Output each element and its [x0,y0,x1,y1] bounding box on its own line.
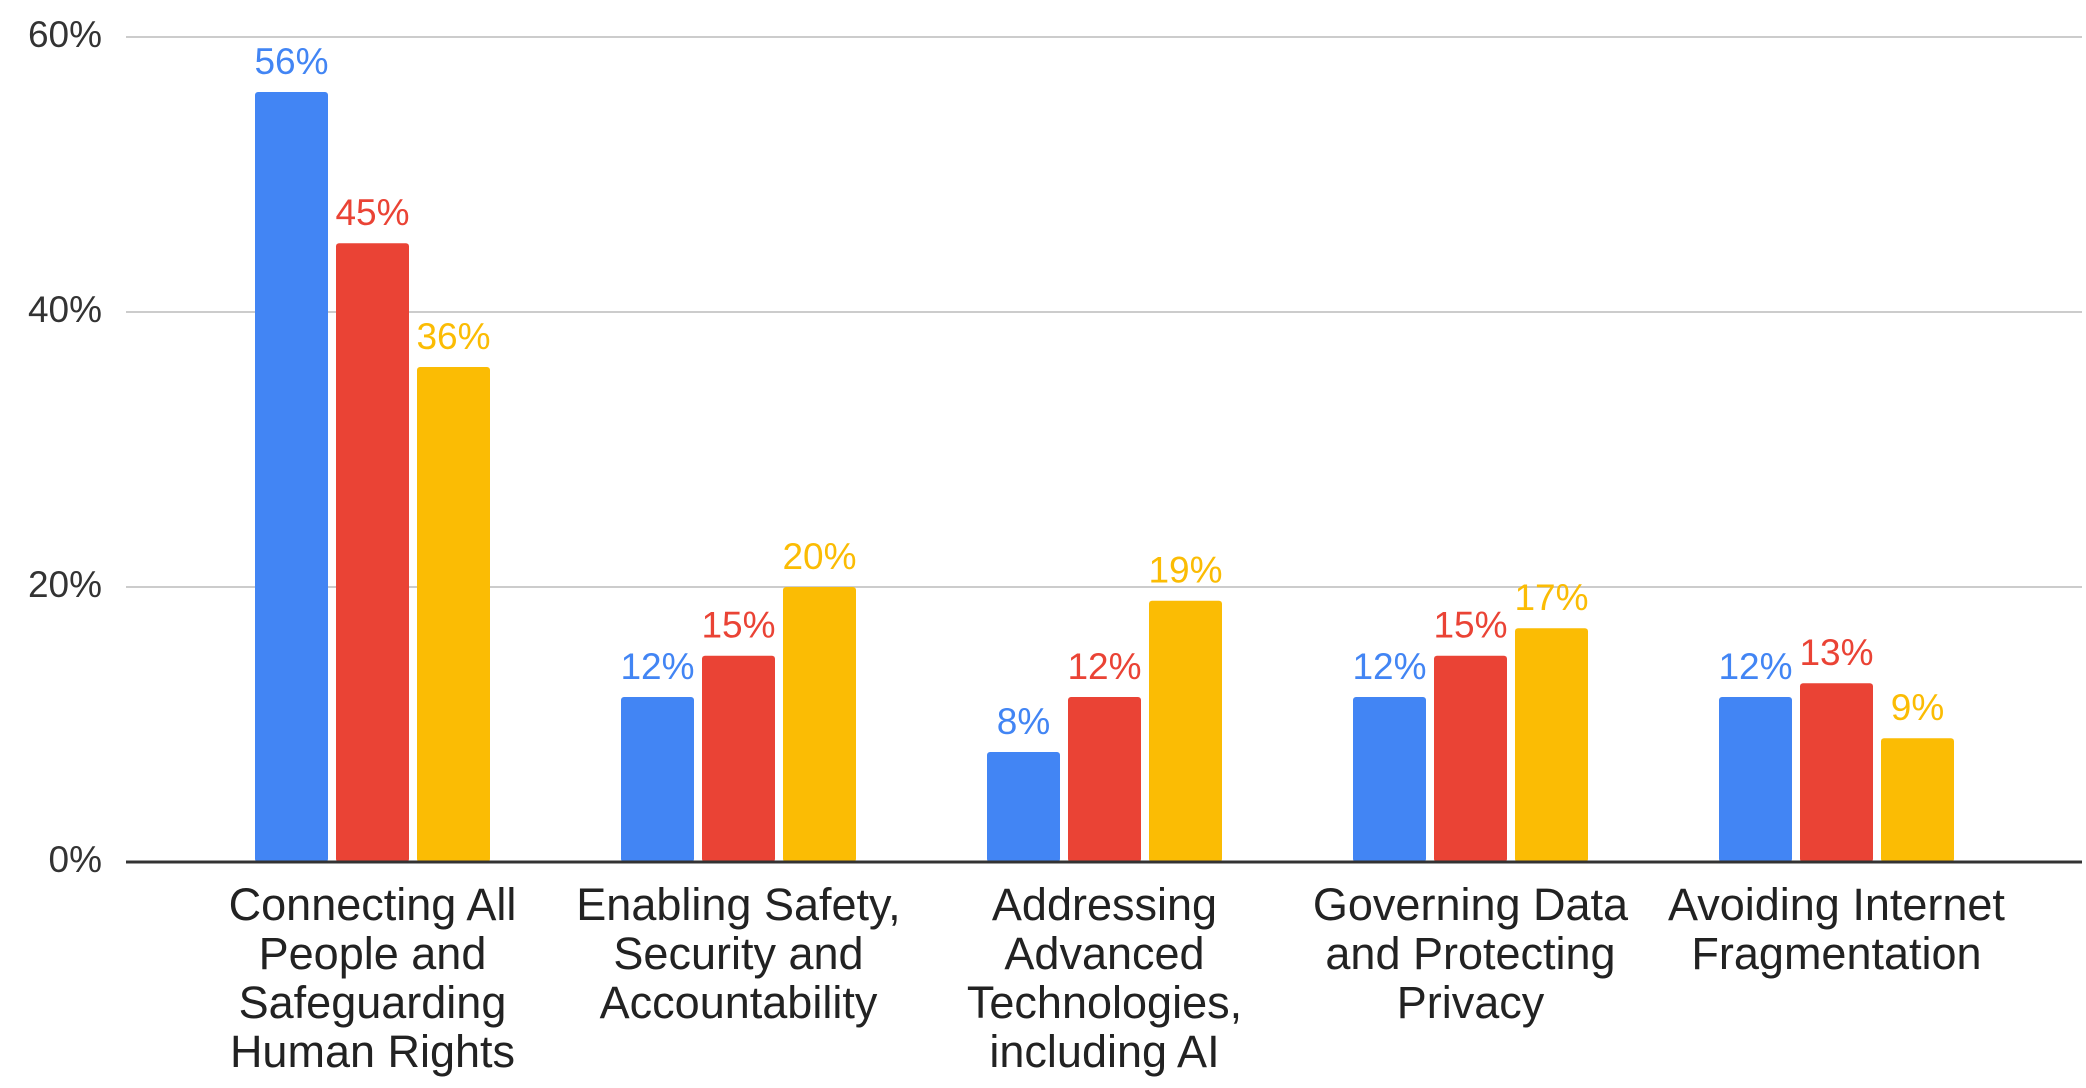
data-label: 15% [701,605,775,646]
data-label: 12% [1352,646,1426,687]
x-tick-label: Connecting All People and Safeguarding H… [228,880,517,1077]
bar [1353,697,1426,862]
data-label: 20% [782,536,856,577]
bar [336,243,409,862]
x-tick-label-box: Connecting All People and Safeguarding H… [228,880,517,1077]
data-label: 17% [1514,577,1588,618]
x-tick-label: Governing Data and Protecting Privacy [1312,880,1629,1028]
bar [1515,628,1588,862]
bar [702,655,775,862]
x-tick-label-box: Governing Data and Protecting Privacy [1312,880,1629,1028]
data-label: 15% [1433,605,1507,646]
bar [1719,697,1792,862]
bar [621,697,694,862]
bar [1434,655,1507,862]
data-label: 12% [620,646,694,687]
x-tick-label: Enabling Safety, Security and Accountabi… [576,880,901,1028]
data-label: 45% [335,192,409,233]
y-tick-label: 60% [28,14,102,55]
bar [783,587,856,862]
bar [417,367,490,862]
data-label: 8% [997,701,1050,742]
data-label: 19% [1148,550,1222,591]
bar [1800,683,1873,862]
bar [987,752,1060,862]
x-tick-label: Addressing Advanced Technologies, includ… [966,880,1243,1077]
data-label: 56% [254,41,328,82]
x-tick-label: Avoiding Internet Fragmentation [1668,880,2005,979]
y-tick-label: 0% [49,839,102,880]
data-label: 9% [1891,687,1944,728]
x-tick-label-box: Enabling Safety, Security and Accountabi… [576,880,901,1028]
bar [1881,738,1954,862]
bar [1068,697,1141,862]
data-label: 12% [1718,646,1792,687]
y-tick-label: 40% [28,289,102,330]
bar [1149,600,1222,862]
data-label: 13% [1799,632,1873,673]
data-label: 12% [1067,646,1141,687]
bar [255,92,328,862]
x-tick-label-box: Avoiding Internet Fragmentation [1668,880,2005,979]
y-tick-label: 20% [28,564,102,605]
data-label: 36% [416,316,490,357]
x-tick-label-box: Addressing Advanced Technologies, includ… [966,880,1243,1077]
